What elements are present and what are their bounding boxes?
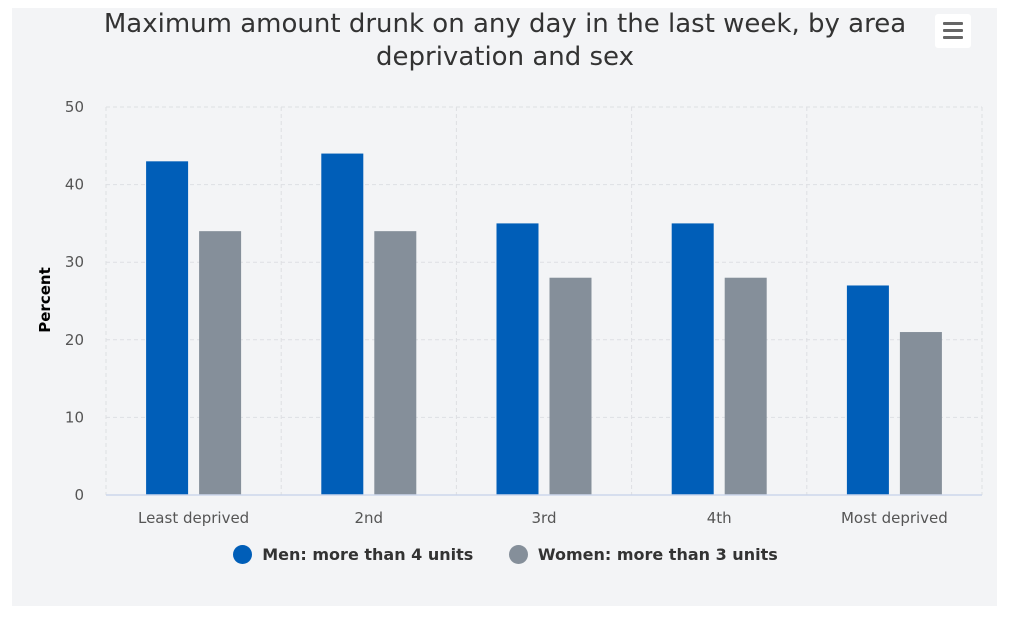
legend-label-men: Men: more than 4 units	[262, 545, 474, 564]
bar-women[interactable]	[199, 231, 242, 495]
hamburger-icon	[943, 22, 963, 25]
bar-women[interactable]	[724, 277, 767, 495]
x-tick-label: Most deprived	[841, 509, 948, 527]
bar-women[interactable]	[899, 332, 942, 495]
y-tick-label: 30	[65, 253, 84, 271]
y-tick-label: 40	[65, 176, 84, 194]
y-tick-label: 20	[65, 331, 84, 349]
axis-layer: 0 10 20 30 40 50 Least deprived 2nd 3rd 4th Most d…	[65, 98, 982, 527]
bars-layer	[146, 153, 942, 495]
y-tick-label: 0	[74, 486, 84, 504]
x-tick-label: 2nd	[355, 509, 384, 527]
hamburger-icon-line	[943, 36, 963, 39]
bar-women[interactable]	[374, 231, 417, 495]
chart-title: Maximum amount drunk on any day in the l…	[103, 9, 907, 72]
legend-item-men[interactable]: Men: more than 4 units	[233, 545, 473, 564]
grid-layer	[105, 106, 983, 495]
bar-women[interactable]	[549, 277, 592, 495]
legend-label-women: Women: more than 3 units	[537, 545, 778, 564]
y-tick-label: 50	[65, 98, 84, 116]
legend-swatch-men	[233, 545, 253, 564]
legend-swatch-women	[508, 545, 528, 564]
x-tick-label: 3rd	[532, 509, 557, 527]
bar-men[interactable]	[671, 223, 714, 495]
hamburger-icon-line	[943, 29, 963, 32]
y-tick-label: 10	[65, 408, 84, 426]
bar-men[interactable]	[846, 285, 889, 495]
bar-men[interactable]	[146, 161, 189, 495]
chart-menu-button[interactable]	[935, 14, 971, 48]
x-tick-label: Least deprived	[138, 509, 249, 527]
x-tick-label: 4th	[707, 509, 732, 527]
y-axis-title: Percent	[36, 267, 54, 332]
bar-men[interactable]	[321, 153, 364, 495]
legend-item-women[interactable]: Women: more than 3 units	[508, 545, 778, 564]
legend: Men: more than 4 units Women: more than …	[0, 545, 1011, 568]
bar-men[interactable]	[496, 223, 539, 495]
